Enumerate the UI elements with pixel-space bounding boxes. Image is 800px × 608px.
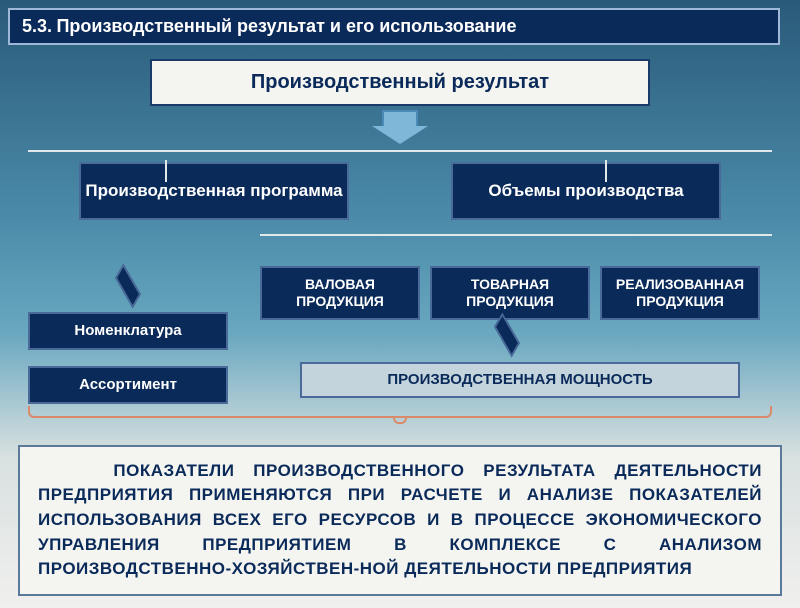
commodity-product-label: ТОВАРНАЯ ПРОДУКЦИЯ — [436, 276, 584, 310]
production-capacity-box: ПРОИЗВОДСТВЕННАЯ МОЩНОСТЬ — [300, 362, 740, 398]
main-title-box: Производственный результат — [150, 59, 650, 106]
diamond-connector-icon — [111, 274, 145, 302]
arrow-down-icon — [0, 110, 800, 144]
product-types-row: ВАЛОВАЯ ПРОДУКЦИЯ ТОВАРНАЯ ПРОДУКЦИЯ РЕА… — [260, 266, 760, 320]
description-panel: ПОКАЗАТЕЛИ ПРОИЗВОДСТВЕННОГО РЕЗУЛЬТАТА … — [18, 445, 782, 596]
section-header: 5.3. Производственный результат и его ис… — [8, 8, 780, 45]
nomenclature-box: Номенклатура — [28, 312, 228, 350]
connector-line — [165, 160, 167, 182]
branch-row: Производственная программа Объемы произв… — [0, 158, 800, 224]
realized-product-box: РЕАЛИЗОВАННАЯ ПРОДУКЦИЯ — [600, 266, 760, 320]
branch-production-volume: Объемы производства — [451, 162, 721, 220]
commodity-product-box: ТОВАРНАЯ ПРОДУКЦИЯ — [430, 266, 590, 320]
gross-product-box: ВАЛОВАЯ ПРОДУКЦИЯ — [260, 266, 420, 320]
assortment-box: Ассортимент — [28, 366, 228, 404]
branch-right-label: Объемы производства — [488, 181, 683, 201]
main-title: Производственный результат — [192, 71, 608, 94]
description-text: ПОКАЗАТЕЛИ ПРОИЗВОДСТВЕННОГО РЕЗУЛЬТАТА … — [38, 459, 762, 582]
section-title: Производственный результат и его использ… — [56, 16, 516, 36]
divider-right — [260, 234, 772, 236]
capacity-label: ПРОИЗВОДСТВЕННАЯ МОЩНОСТЬ — [387, 371, 652, 388]
assortment-label: Ассортимент — [79, 376, 177, 394]
curly-bracket-icon — [28, 406, 772, 418]
branch-left-label: Производственная программа — [85, 181, 342, 201]
divider-top — [28, 150, 772, 152]
branch-production-program: Производственная программа — [79, 162, 349, 220]
connector-line — [605, 160, 607, 182]
section-number: 5.3. — [22, 16, 52, 36]
realized-product-label: РЕАЛИЗОВАННАЯ ПРОДУКЦИЯ — [606, 276, 754, 310]
gross-product-label: ВАЛОВАЯ ПРОДУКЦИЯ — [266, 276, 414, 310]
nomenclature-label: Номенклатура — [74, 322, 181, 340]
left-column: Номенклатура Ассортимент — [28, 268, 228, 420]
diamond-connector-small-icon — [490, 323, 524, 351]
